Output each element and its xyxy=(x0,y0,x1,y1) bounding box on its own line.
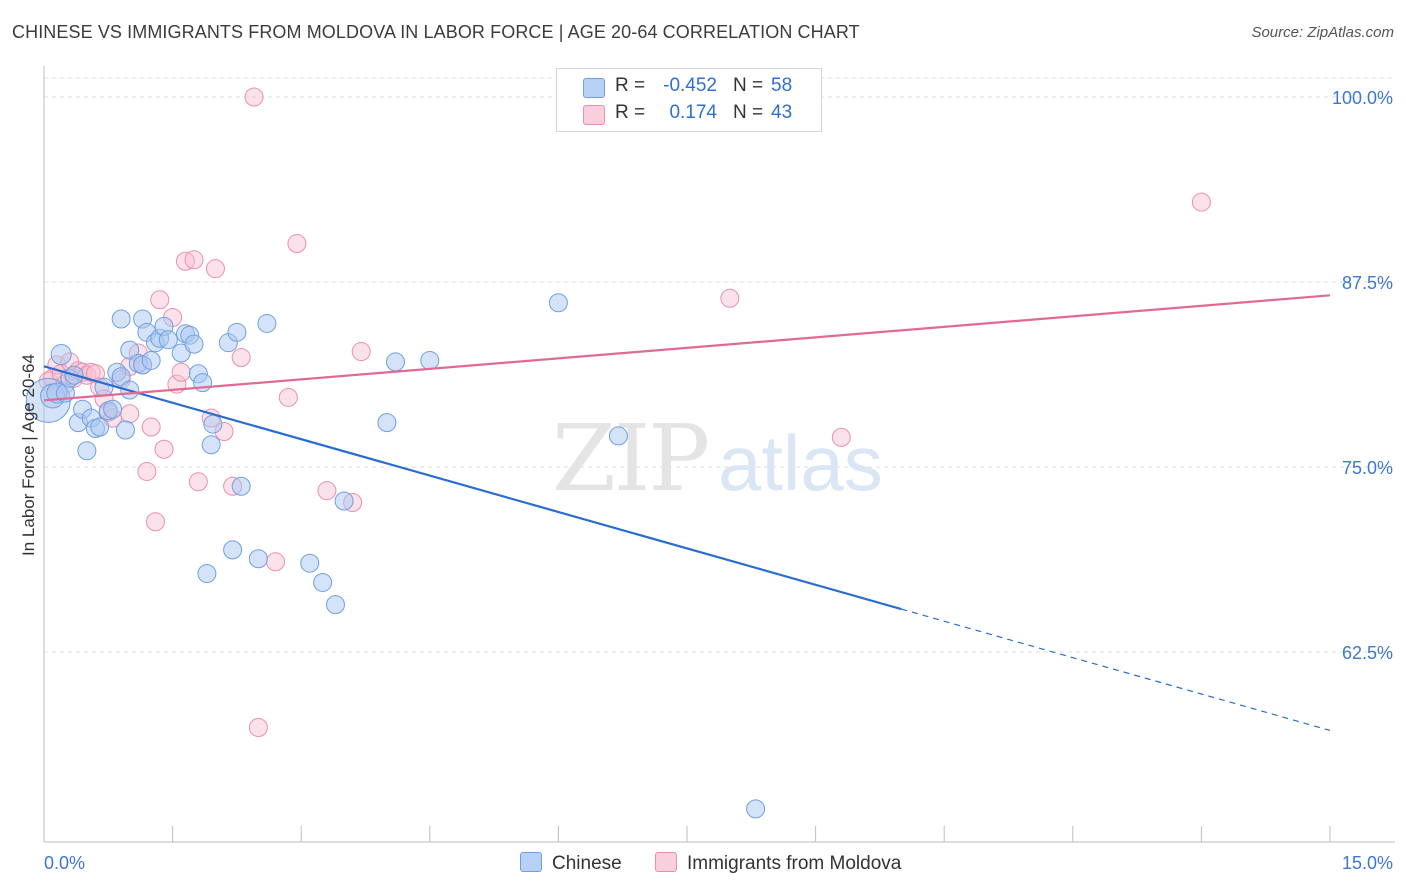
legend-r-value: -0.452 xyxy=(663,75,717,96)
moldova-point xyxy=(171,362,191,382)
bottom-legend-chinese: Chinese xyxy=(520,852,622,875)
chinese-point xyxy=(386,352,406,372)
legend-n-label: N = xyxy=(733,102,764,123)
chinese-point xyxy=(223,540,243,560)
chinese-point xyxy=(608,426,628,446)
chinese-point xyxy=(103,399,123,419)
moldova-point xyxy=(317,481,337,501)
chinese-point xyxy=(90,417,110,437)
moldova-trend-line xyxy=(43,294,1331,402)
y-tick-label: 75.0% xyxy=(1342,458,1393,478)
legend-n-value: 58 xyxy=(771,75,793,96)
legend-r-value: 0.174 xyxy=(669,102,717,123)
legend-r-label: R = xyxy=(615,102,646,123)
moldova-point xyxy=(150,290,170,310)
moldova-point xyxy=(248,717,268,737)
legend-n-label: N = xyxy=(733,75,764,96)
moldova-point xyxy=(145,512,165,532)
chinese-point xyxy=(313,572,333,592)
moldova-point xyxy=(231,347,251,367)
watermark-atlas: atlas xyxy=(718,419,883,507)
moldova-point xyxy=(265,552,285,572)
watermark-zip: ZIP xyxy=(552,405,708,512)
trend-lines xyxy=(43,294,1331,732)
moldova-point xyxy=(141,417,161,437)
y-tick-label: 100.0% xyxy=(1332,88,1393,108)
chinese-point xyxy=(227,322,247,342)
moldova-point xyxy=(1191,192,1211,212)
chinese-trend-extension xyxy=(901,608,1331,732)
chinese-point xyxy=(184,334,204,354)
chinese-point xyxy=(377,413,397,433)
chinese-point xyxy=(248,549,268,569)
y-tick-label: 62.5% xyxy=(1342,643,1393,663)
correlation-legend: R = -0.452 N = 58 R = 0.174 N = 43 xyxy=(556,68,822,132)
moldova-point xyxy=(351,342,371,362)
moldova-point xyxy=(184,250,204,270)
watermark: ZIP atlas xyxy=(552,405,883,512)
bottom-legend-swatch-blue xyxy=(520,852,542,872)
moldova-point xyxy=(154,439,174,459)
chinese-point xyxy=(115,420,135,440)
x-tick-label: 15.0% xyxy=(1342,853,1393,873)
chart-title: CHINESE VS IMMIGRANTS FROM MOLDOVA IN LA… xyxy=(12,22,860,42)
chinese-point xyxy=(203,414,223,434)
chinese-point xyxy=(325,595,345,615)
chinese-point xyxy=(334,491,354,511)
chinese-point xyxy=(50,344,72,366)
chinese-point xyxy=(420,350,440,370)
moldova-point xyxy=(205,259,225,279)
chinese-point xyxy=(201,435,221,455)
legend-n-value: 43 xyxy=(771,102,793,123)
chinese-point xyxy=(300,553,320,573)
moldova-point xyxy=(831,427,851,447)
moldova-point xyxy=(287,234,307,254)
chinese-point xyxy=(77,441,97,461)
series-chinese-points xyxy=(25,293,766,819)
bottom-legend-moldova: Immigrants from Moldova xyxy=(655,852,901,875)
source-credit: Source: ZipAtlas.com xyxy=(1251,24,1394,41)
chinese-point xyxy=(111,367,131,387)
chinese-trend-line xyxy=(43,365,902,611)
chinese-point xyxy=(548,293,568,313)
chinese-point xyxy=(257,313,277,333)
chinese-point xyxy=(746,799,766,819)
bottom-legend-swatch-pink xyxy=(655,852,677,872)
axis-layer xyxy=(43,66,1395,843)
chinese-point xyxy=(120,340,140,360)
moldova-point xyxy=(188,472,208,492)
x-tick-label: 0.0% xyxy=(44,853,85,873)
chinese-point xyxy=(141,350,161,370)
bottom-legend-label: Immigrants from Moldova xyxy=(687,853,902,874)
moldova-point xyxy=(244,87,264,107)
legend-swatch-pink xyxy=(583,105,605,125)
y-axis-title: In Labor Force | Age 20-64 xyxy=(19,354,38,556)
axis-labels: 62.5% 75.0% 87.5% 100.0% 0.0% 15.0% In Labor F… xyxy=(19,88,1393,873)
moldova-point xyxy=(120,404,140,424)
legend-swatch-blue xyxy=(583,78,605,98)
moldova-point xyxy=(278,387,298,407)
bottom-legend-label: Chinese xyxy=(552,853,622,874)
chinese-point xyxy=(111,309,131,329)
chinese-point xyxy=(197,564,217,584)
chinese-point xyxy=(231,476,251,496)
moldova-point xyxy=(137,461,157,481)
moldova-point xyxy=(720,288,740,308)
chinese-point xyxy=(158,330,178,350)
y-tick-label: 87.5% xyxy=(1342,273,1393,293)
legend-r-label: R = xyxy=(615,75,646,96)
